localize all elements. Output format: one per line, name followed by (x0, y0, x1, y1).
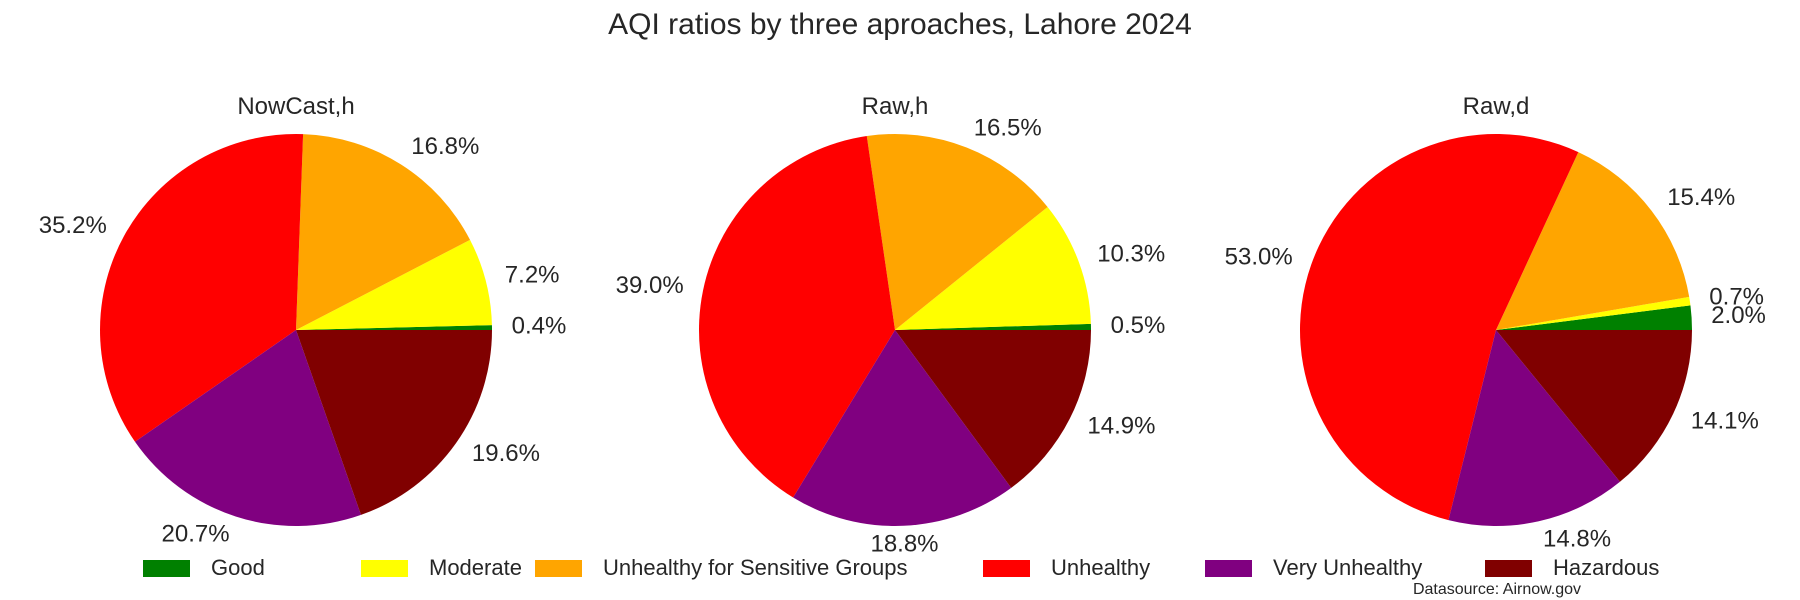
legend-swatch (143, 560, 190, 577)
slice-label-unhealthy: 53.0% (1225, 244, 1293, 271)
slice-very-unhealthy (1448, 330, 1620, 526)
pie-title: Raw,d (1463, 93, 1530, 120)
slice-good (296, 325, 493, 330)
slice-hazardous (1496, 330, 1692, 482)
slice-label-unhealthy-for-sensitive-groups: 15.4% (1667, 184, 1735, 211)
slice-label-unhealthy-for-sensitive-groups: 16.5% (974, 115, 1042, 142)
pies-group: 0.4% 7.2% 16.8% 35.2% 20.7% 19.6% NowCast,h 0.5… (39, 93, 1766, 558)
legend-swatch (1485, 560, 1532, 577)
slice-unhealthy-for-sensitive-groups (1496, 152, 1690, 330)
slice-good (1496, 305, 1692, 330)
slice-label-moderate: 7.2% (505, 262, 560, 289)
legend-swatch (983, 560, 1030, 577)
legend-item-very-unhealthy: Very Unhealthy (1205, 555, 1422, 580)
slice-unhealthy-for-sensitive-groups (866, 133, 1048, 330)
slice-very-unhealthy (135, 330, 361, 527)
slice-label-good: 0.4% (512, 313, 567, 340)
legend-item-good: Good (143, 555, 265, 580)
chart-title: AQI ratios by three aproaches, Lahore 20… (608, 8, 1192, 41)
legend-item-moderate: Moderate (361, 555, 522, 580)
legend-label: Unhealthy for Sensitive Groups (603, 555, 908, 580)
slice-label-unhealthy: 39.0% (616, 272, 684, 299)
pie-raw-h: 0.5% 10.3% 16.5% 39.0% 18.8% 14.9% Raw,h (616, 93, 1166, 558)
slice-moderate (1496, 296, 1691, 330)
pie-raw-d: 2.0%0.7% 15.4% 53.0% 14.8% 14.1% Raw,d (1225, 93, 1766, 553)
slice-unhealthy (100, 134, 304, 442)
legend-label: Hazardous (1553, 555, 1659, 580)
slice-label-moderate: 0.7% (1709, 284, 1764, 311)
slice-label-hazardous: 14.1% (1691, 408, 1759, 435)
slice-hazardous (296, 330, 492, 515)
legend-swatch (535, 560, 582, 577)
slice-moderate (895, 206, 1091, 330)
legend-item-hazardous: Hazardous (1485, 555, 1659, 580)
source-note: Datasource: Airnow.gov (1413, 581, 1581, 598)
slice-moderate (296, 239, 492, 330)
pie-title: Raw,h (862, 93, 929, 120)
slice-label-unhealthy: 35.2% (39, 212, 107, 239)
legend-swatch (1205, 560, 1252, 577)
slice-unhealthy (698, 136, 895, 498)
legend-item-unhealthy-for-sensitive-groups: Unhealthy for Sensitive Groups (535, 555, 908, 580)
legend-label: Moderate (429, 555, 522, 580)
slice-label-very-unhealthy: 20.7% (162, 520, 230, 547)
slice-label-very-unhealthy: 18.8% (870, 531, 938, 558)
slice-very-unhealthy (793, 330, 1012, 526)
slice-good (895, 323, 1091, 330)
slice-unhealthy-for-sensitive-groups (296, 134, 471, 330)
legend: Good Moderate Unhealthy for Sensitive Grou… (143, 555, 1659, 580)
legend-label: Very Unhealthy (1273, 555, 1422, 580)
slice-label-unhealthy-for-sensitive-groups: 16.8% (411, 133, 479, 160)
slice-label-very-unhealthy: 14.8% (1543, 526, 1611, 553)
pie-nowcast-h: 0.4% 7.2% 16.8% 35.2% 20.7% 19.6% NowCast,h (39, 93, 567, 547)
slice-hazardous (895, 330, 1091, 488)
slice-label-moderate: 10.3% (1097, 240, 1165, 267)
slice-unhealthy (1299, 133, 1579, 521)
legend-swatch (361, 560, 408, 577)
pie-title: NowCast,h (237, 93, 354, 120)
legend-label: Good (211, 555, 265, 580)
slice-label-hazardous: 14.9% (1087, 413, 1155, 440)
slice-label-hazardous: 19.6% (472, 440, 540, 467)
legend-item-unhealthy: Unhealthy (983, 555, 1150, 580)
legend-label: Unhealthy (1051, 555, 1150, 580)
slice-label-good: 0.5% (1111, 312, 1166, 339)
slice-label-good: 2.0% (1711, 302, 1766, 329)
